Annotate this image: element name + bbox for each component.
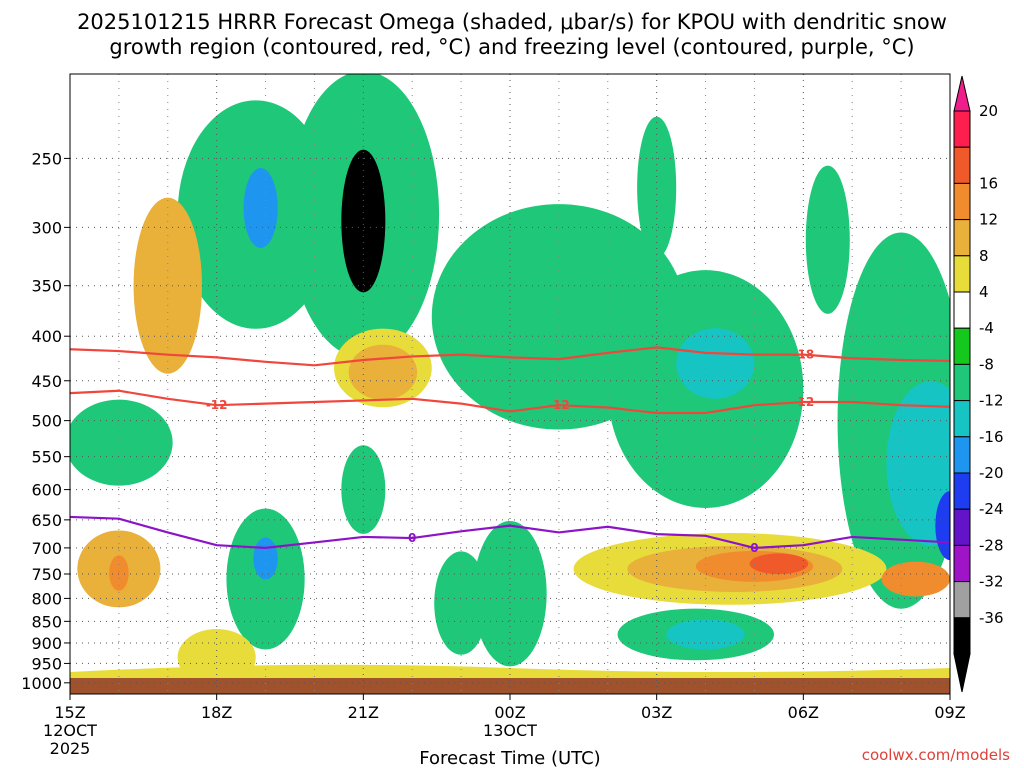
omega-region-8 (341, 445, 386, 534)
colorbar-swatch-9 (953, 436, 971, 474)
contour-layer: -18 -12 -12 -12 0 0 (70, 346, 950, 555)
colorbar-label--28: -28 (979, 536, 1004, 554)
colorbar-label--36: -36 (979, 609, 1004, 627)
y-axis: 250 300 350 400 450 500 550 600 650 700 750 800 850 9… (21, 149, 70, 693)
chart-title-line2: growth region (contoured, red, °C) and f… (109, 35, 914, 59)
omega-region-3 (341, 149, 386, 293)
dendritic-contour--12-label-2: -12 (792, 395, 814, 409)
colorbar-bottom-arrow (953, 653, 971, 693)
dendritic-contour--12-label-1: -12 (548, 398, 570, 412)
freezing-level-contour-line (70, 515, 950, 550)
colorbar-label--4: -4 (979, 319, 994, 337)
y-tick-label-300: 300 (31, 218, 62, 237)
omega-region-31 (805, 165, 850, 314)
colorbar-label--16: -16 (979, 428, 1004, 446)
colorbar-swatch-6 (953, 327, 971, 365)
colorbar-swatch-1 (953, 146, 971, 184)
omega-region-4 (133, 197, 202, 374)
y-tick-label-550: 550 (31, 448, 62, 467)
y-tick-label-350: 350 (31, 277, 62, 296)
omega-region-13 (886, 381, 950, 546)
colorbar-swatch-7 (953, 363, 971, 402)
y-tick-label-950: 950 (31, 654, 62, 673)
colorbar-swatch-4 (953, 255, 971, 293)
dendritic-contour--18-label-0: -18 (792, 348, 814, 362)
x-tick-year-2025: 2025 (50, 739, 91, 758)
colorbar-swatch-10 (953, 472, 971, 510)
x-tick-label-03Z: 03Z (641, 703, 672, 722)
omega-region-32 (637, 116, 677, 259)
colorbar-label-16: 16 (979, 174, 998, 192)
x-tick-date-12OCT: 12OCT (43, 721, 97, 740)
y-tick-label-400: 400 (31, 327, 62, 346)
colorbar-label--32: -32 (979, 573, 1004, 591)
freezing-level-contour-label-0: 0 (408, 531, 416, 545)
x-tick-label-18Z: 18Z (201, 703, 232, 722)
dendritic-contour--12-line (70, 389, 950, 415)
y-tick-label-450: 450 (31, 372, 62, 391)
colorbar-swatch-3 (953, 219, 971, 257)
y-tick-label-750: 750 (31, 565, 62, 584)
x-tick-date-13OCT: 13OCT (483, 721, 537, 740)
omega-region-25 (749, 553, 809, 575)
dendritic-contour--18-line (70, 346, 950, 367)
colorbar-label--20: -20 (979, 464, 1004, 482)
y-tick-label-800: 800 (31, 589, 62, 608)
y-tick-label-600: 600 (31, 481, 62, 500)
colorbar-label--24: -24 (979, 500, 1004, 518)
omega-region-1 (243, 168, 278, 248)
y-tick-label-700: 700 (31, 539, 62, 558)
colorbar-swatch-0 (953, 110, 971, 148)
x-tick-label-21Z: 21Z (348, 703, 379, 722)
y-tick-label-500: 500 (31, 412, 62, 431)
colorbar-label--12: -12 (979, 392, 1004, 410)
grid-layer (70, 74, 950, 694)
y-tick-label-650: 650 (31, 511, 62, 530)
chart-title-line1: 2025101215 HRRR Forecast Omega (shaded, … (77, 10, 947, 34)
dendritic-contour--12-label-0: -12 (206, 398, 228, 412)
x-tick-label-06Z: 06Z (788, 703, 819, 722)
x-tick-label-00Z: 00Z (494, 703, 525, 722)
x-tick-label-15Z: 15Z (54, 703, 85, 722)
colorbar-swatch-14 (953, 617, 971, 655)
colorbar-label-12: 12 (979, 211, 998, 229)
omega-region-16 (109, 555, 129, 591)
y-tick-label-900: 900 (31, 634, 62, 653)
omega-region-7 (70, 399, 173, 486)
colorbar-swatch-13 (953, 581, 971, 619)
x-tick-label-09Z: 09Z (934, 703, 965, 722)
colorbar-label-4: 4 (979, 283, 989, 301)
omega-region-26 (881, 561, 950, 597)
y-tick-label-1000: 1000 (21, 674, 62, 693)
colorbar-swatch-11 (953, 508, 971, 546)
omega-region-6 (348, 344, 418, 400)
x-axis-label: Forecast Time (UTC) (419, 748, 600, 768)
omega-region-21 (473, 520, 547, 667)
credit-text: coolwx.com/models (862, 746, 1010, 764)
colorbar-label-20: 20 (979, 102, 998, 120)
colorbar: 20 16 12 8 4 -4 -8 -12 -16 -20 -24 -28 -32 -36 (953, 75, 1004, 693)
omega-shading-layer (70, 74, 950, 694)
y-tick-label-850: 850 (31, 612, 62, 631)
colorbar-top-arrow (953, 75, 971, 112)
omega-region-11 (676, 328, 755, 399)
y-tick-label-250: 250 (31, 149, 62, 168)
colorbar-swatch-12 (953, 544, 971, 583)
colorbar-swatch-8 (953, 400, 971, 438)
colorbar-swatch-2 (953, 182, 971, 221)
colorbar-label--8: -8 (979, 355, 994, 373)
colorbar-swatch-5 (953, 291, 971, 329)
freezing-level-contour-label-1: 0 (750, 541, 758, 555)
colorbar-label-8: 8 (979, 247, 989, 265)
omega-region-30 (177, 629, 256, 686)
